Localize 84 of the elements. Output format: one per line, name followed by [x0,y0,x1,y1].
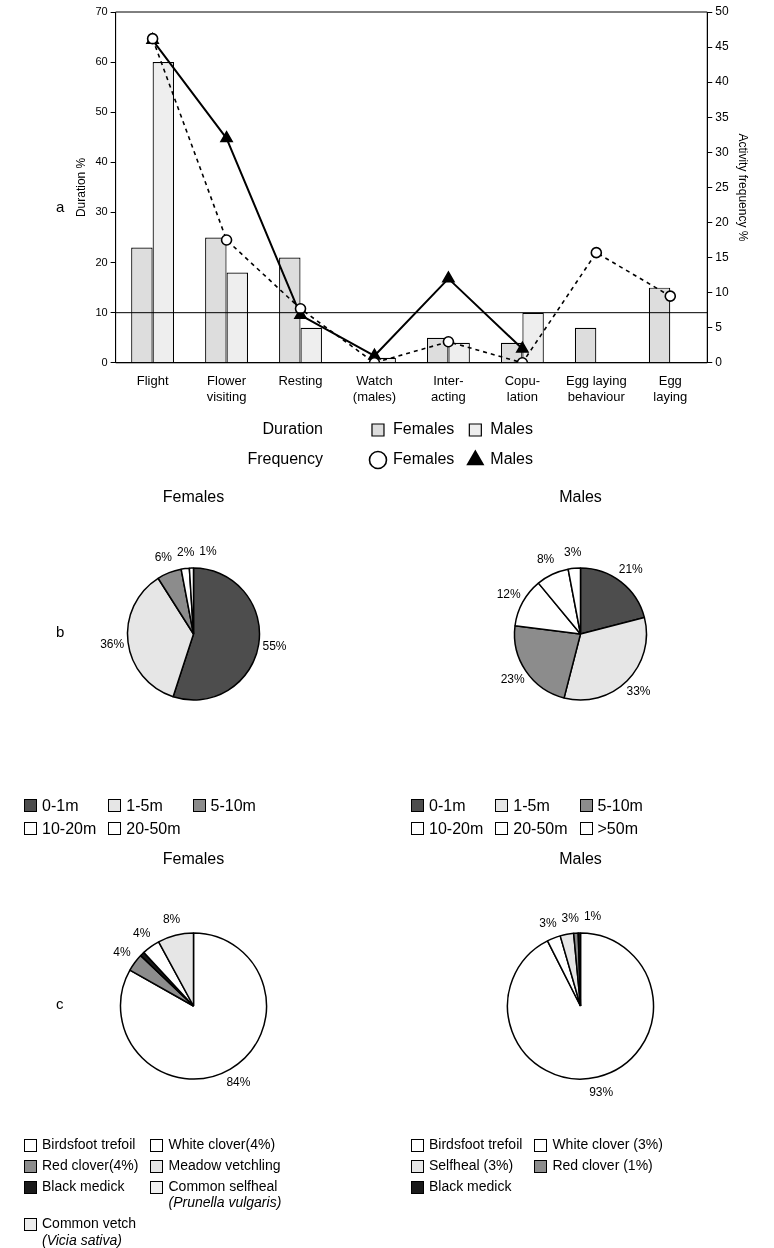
data-label: 93% [589,1084,614,1099]
legend-label: Red clover(4%) [42,1156,139,1174]
x-tick-label: Copu- lation [504,373,541,404]
data-label: 8% [536,552,555,567]
y-tick-label: 50 [95,105,108,118]
data-label: 12% [496,586,521,601]
x-tick-label: Watch (males) [352,373,397,404]
chart-title: Males [558,488,603,506]
x-tick-label: Flight [136,373,169,389]
y2-tick-label: 45 [715,39,729,54]
legend-label: 1-5m [126,796,163,816]
x-tick-label: Egg laying behaviour [565,373,627,404]
text: b [56,623,65,640]
data-label: 6% [154,550,173,565]
y2-tick-label: 10 [715,284,729,299]
data-label: 2% [176,544,195,559]
y-tick-label: 30 [95,205,108,218]
y-tick-label: 0 [101,355,108,368]
data-label: 1% [199,544,217,559]
text: c [56,995,64,1012]
data-label: 3% [561,910,580,925]
x-tick-label: Flower visiting [206,373,247,404]
legend-label: Birdsfoot trefoil [42,1136,136,1153]
data-label: 4% [113,945,131,960]
y2-tick-label: 35 [715,109,729,124]
legend-label: 10-20m [429,819,484,839]
legend-label: Birdsfoot trefoil [429,1136,523,1153]
y2-tick-label: 15 [715,249,729,264]
legend-label: 0-1m [42,796,79,816]
legend-label: 5-10m [597,796,643,816]
legend-label: Black medick [42,1177,125,1195]
legend-label: 1-5m [513,796,550,816]
legend-label: White clover (3%) [552,1136,663,1153]
text: Duration [262,420,323,438]
x-tick-label: Egg laying [653,373,688,404]
legend-label: Common vetch (Vicia sativa) [42,1215,137,1248]
legend-label: Black medick [429,1177,512,1195]
legend-label: 20-50m [513,819,568,839]
data-label: 21% [618,561,644,576]
data-label: 3% [539,915,557,930]
y-tick-label: 70 [95,5,108,18]
y-tick-label: 10 [95,305,108,318]
y-tick-label: 60 [95,55,108,68]
data-label: 84% [226,1075,251,1090]
legend-label: Meadow vetchling [168,1156,281,1174]
data-label: 3% [564,544,582,559]
y2-tick-label: 50 [715,4,729,19]
text: a [56,198,65,215]
data-label: 1% [583,909,602,924]
chart-title: Females [161,488,226,506]
data-label: 23% [500,672,526,687]
x-tick-label: Inter- acting [431,373,466,404]
legend-label: Females [392,450,455,468]
text: Frequency [247,450,323,468]
y2-tick-label: 20 [715,214,729,229]
data-label: 36% [100,636,125,651]
y2-tick-label: 0 [715,355,723,370]
data-label: 4% [132,925,151,940]
legend-label: Selfheal (3%) [429,1156,514,1174]
data-label: 55% [262,639,287,654]
legend-label: Red clover (1%) [552,1156,653,1174]
x-tick-label: Resting [278,373,323,389]
legend-label: Males [490,450,534,468]
y2-tick-label: 40 [715,74,729,89]
chart-title: Males [558,850,603,868]
y2-tick-label: 25 [715,179,729,194]
y-tick-label: 20 [95,255,108,268]
legend-label: 0-1m [429,796,466,816]
legend-label: Common selfheal (Prunella vulgaris) [168,1177,282,1212]
legend-label: Females [392,420,455,438]
chart-title: Females [161,850,226,868]
y-tick-label: 40 [95,155,108,168]
legend-label: >50m [597,819,638,839]
legend-label: 10-20m [42,819,97,839]
y2-tick-label: 30 [715,144,729,159]
y-axis-title: Duration % [73,157,88,218]
legend-label: Males [490,420,534,438]
legend-label: White clover(4%) [168,1136,276,1153]
data-label: 33% [626,684,651,699]
data-label: 8% [162,912,181,927]
y2-tick-label: 5 [715,320,723,335]
y2-axis-title: Activity frequency % [736,133,751,242]
legend-label: 20-50m [126,819,181,839]
legend-label: 5-10m [210,796,256,816]
